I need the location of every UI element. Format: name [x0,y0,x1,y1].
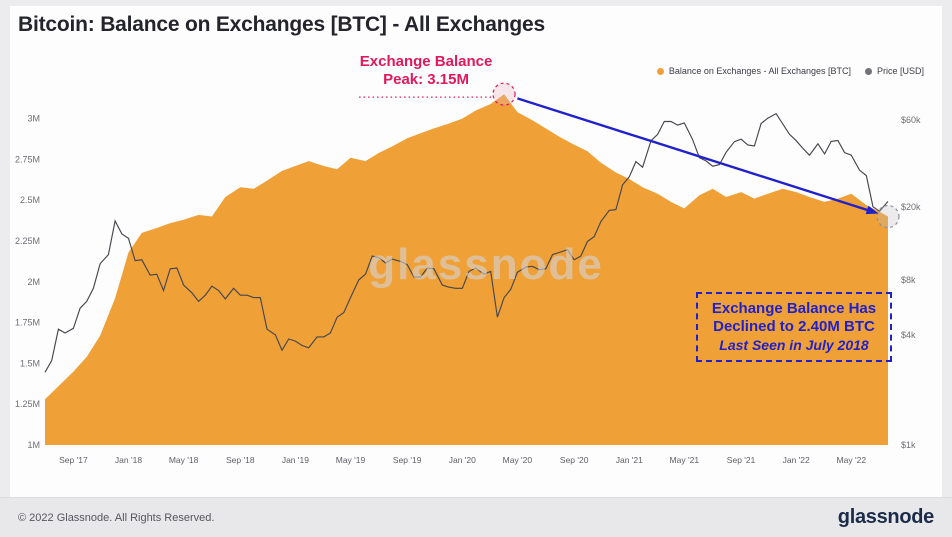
left-axis-tick-label: 2M [27,277,40,287]
right-axis-tick-label: $60k [901,115,921,125]
price-line-series [44,112,889,373]
left-axis-tick-label: 2.25M [15,236,40,246]
chart-plot: 3M 2.75M 2.5M 2.25M 2M 1.75M 1.5M 1.25M 1M $60k $2… [15,82,921,465]
x-axis-tick-label: Jan '19 [282,455,309,465]
decline-annotation: Exchange Balance Has Declined to 2.40M B… [695,291,892,363]
legend-label: Price [USD] [876,66,924,76]
x-axis-tick-label: Jan '20 [449,455,476,465]
decline-annotation-line3: Last Seen in July 2018 [719,336,869,353]
decline-annotation-line1: Exchange Balance Has [711,299,877,317]
peak-highlight-circle [492,82,516,106]
x-axis-tick-label: Sep '20 [560,455,589,465]
decline-arrow-line [517,97,876,214]
x-axis-tick-label: May '20 [503,455,533,465]
x-axis-tick-label: Sep '21 [727,455,756,465]
x-axis-tick-label: May '18 [169,455,199,465]
legend-label: Balance on Exchanges - All Exchanges [BT… [668,66,851,76]
x-axis-tick-label: Sep '17 [59,455,88,465]
chart-legend: Balance on Exchanges - All Exchanges [BT… [656,66,924,76]
x-axis-tick-label: May '19 [336,455,366,465]
left-axis-tick-label: 1.5M [20,358,40,368]
right-axis-tick-label: $4k [901,330,916,340]
x-axis-tick-label: Sep '19 [393,455,422,465]
footer-copyright: © 2022 Glassnode. All Rights Reserved. [18,511,215,524]
left-axis-tick-label: 1M [27,440,40,450]
page-title: Bitcoin: Balance on Exchanges [BTC] - Al… [18,13,545,36]
decline-annotation-line2: Declined to 2.40M BTC [713,318,875,336]
x-axis-tick-label: Sep '18 [226,455,255,465]
right-axis-tick-label: $1k [901,440,916,450]
legend-item[interactable]: Balance on Exchanges - All Exchanges [BT… [656,66,851,76]
left-axis-tick-label: 3M [27,114,40,124]
legend-dot-icon [656,67,664,75]
footer-bar: © 2022 Glassnode. All Rights Reserved. g… [0,497,952,537]
left-axis-tick-label: 1.75M [15,318,40,328]
balance-area-series [45,94,888,445]
peak-annotation-line2: Peak: 3.15M [383,70,469,88]
left-axis-tick-label: 1.25M [15,399,40,409]
glassnode-logo: glassnode [837,506,935,528]
left-axis-tick-label: 2.5M [20,195,40,205]
x-axis-tick-label: May '21 [670,455,700,465]
x-axis-tick-label: Jan '22 [783,455,810,465]
peak-annotation-line1: Exchange Balance [359,53,493,71]
right-axis-tick-label: $20k [901,202,921,212]
x-axis-tick-label: May '22 [837,455,867,465]
left-axis-tick-label: 2.75M [15,154,40,164]
x-axis-tick-label: Jan '18 [115,455,142,465]
legend-item[interactable]: Price [USD] [864,66,924,76]
legend-dot-icon [864,67,872,75]
x-axis-tick-label: Jan '21 [616,455,643,465]
peak-annotation: Exchange Balance Peak: 3.15M [326,53,526,88]
end-highlight-circle [876,204,900,229]
right-axis-tick-label: $8k [901,275,916,285]
decline-arrowhead-icon [865,205,879,215]
